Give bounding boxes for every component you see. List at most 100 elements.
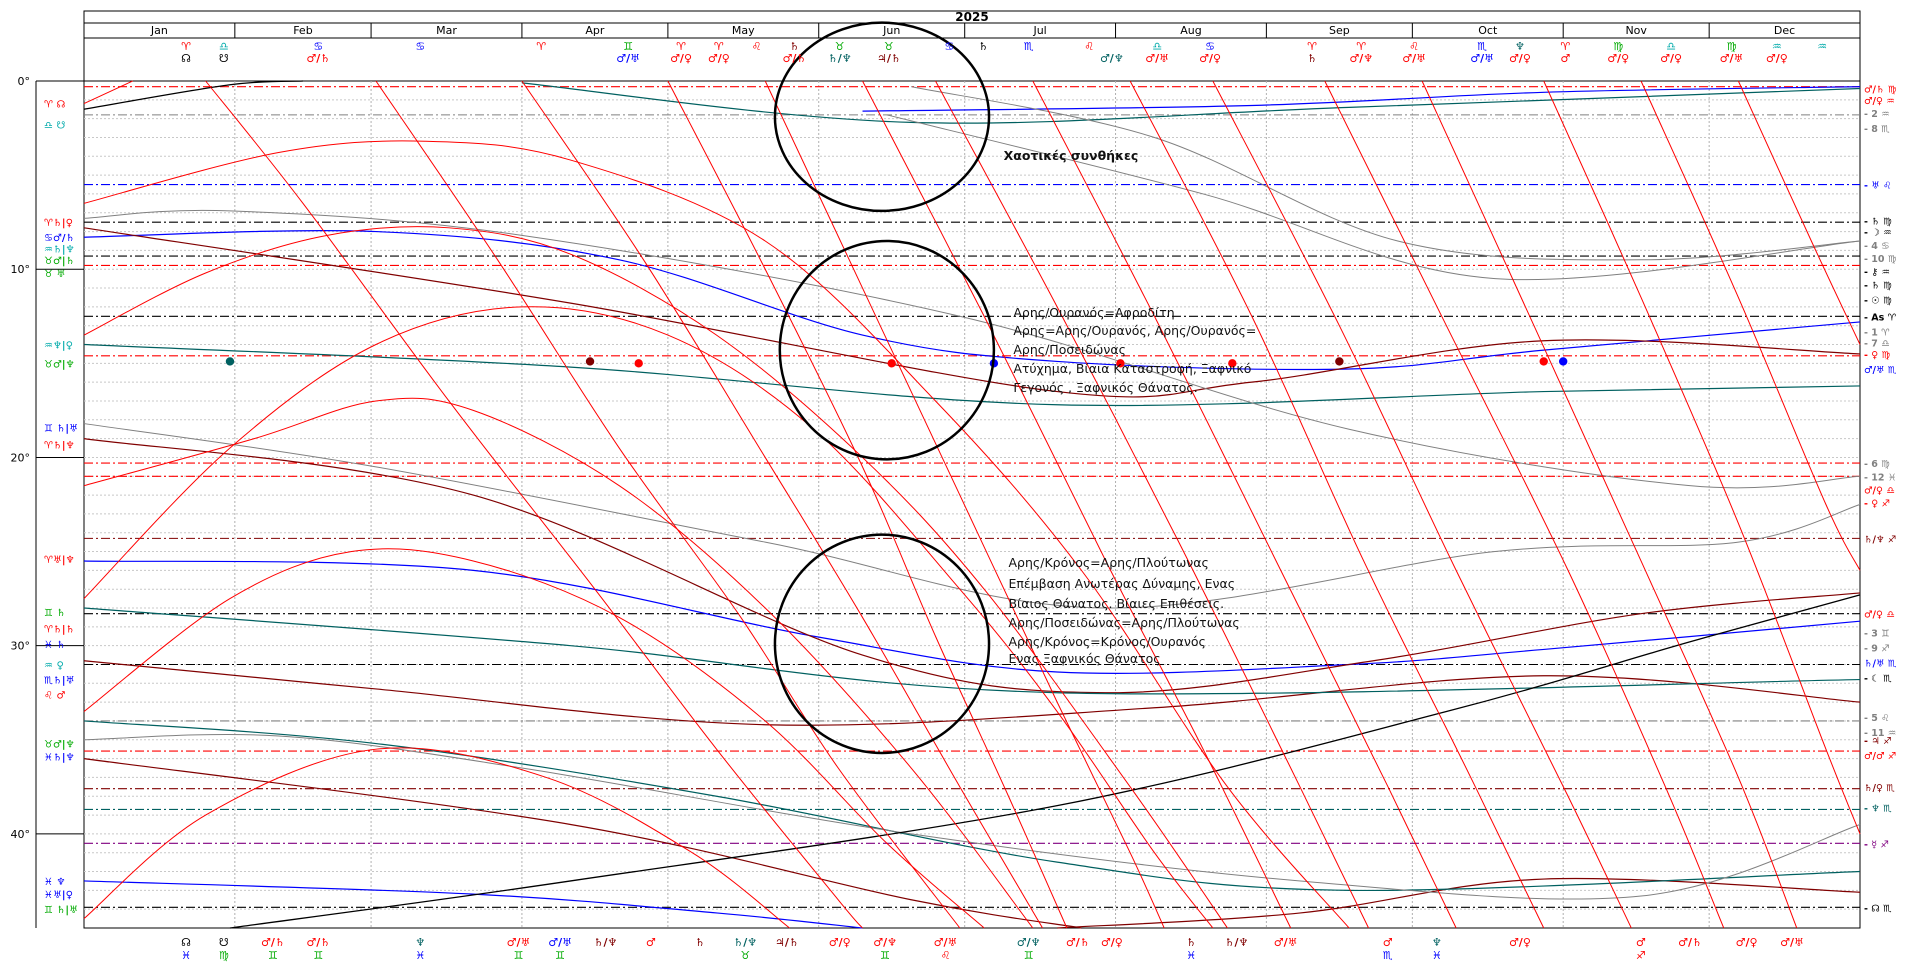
right-planet-label: - 4 ♋ [1864, 241, 1890, 252]
series-line [862, 86, 1861, 112]
month-label-feb: Feb [293, 24, 312, 37]
bottom-aspect-label: ♂/♅ [1274, 936, 1298, 949]
series-line [521, 82, 1861, 124]
bottom-aspect-label: ♊ [514, 949, 524, 962]
series-line [83, 880, 863, 929]
left-planet-label: ♈♄|♀ [44, 218, 73, 229]
left-planet-label: ♉♂|♆ [44, 359, 75, 370]
top-aspect-label: ♋ [415, 40, 425, 53]
left-planet-label: ♓♄|♆ [44, 753, 75, 764]
right-planet-label: - 5 ♌ [1864, 713, 1890, 724]
bottom-aspect-label: ♍ [219, 949, 229, 962]
bottom-aspect-label: ♃/♄ [775, 936, 799, 949]
right-planet-label: ♄/♀ ♏ [1864, 783, 1895, 794]
series-line [1737, 80, 1861, 345]
right-planet-label: - ☉ ♍ [1864, 295, 1892, 306]
series-line [83, 548, 985, 929]
month-label-mar: Mar [436, 24, 457, 37]
series-line [229, 594, 1861, 929]
top-aspect-label: ♎ [219, 40, 229, 53]
series-line [83, 734, 1861, 900]
right-planet-label: ♂/♀ ♒ [1864, 96, 1895, 107]
series-line [83, 438, 1861, 694]
top-aspect-label: ♂/♀ [1607, 52, 1629, 65]
right-planet-label: - 3 ♊ [1864, 628, 1890, 639]
y-tick-label: 40° [11, 828, 31, 841]
chart-annotation: Αρης=Αρης/Ουρανός, Αρης/Ουρανός= [1013, 323, 1257, 339]
right-planet-label: - ♀ ♐ [1864, 499, 1890, 510]
bottom-aspect-label: ♓ [1432, 949, 1442, 962]
top-aspect-label: ♎ [1666, 40, 1676, 53]
series-line [83, 230, 1861, 371]
top-aspect-label: ♂/♀ [708, 52, 730, 65]
series-line [83, 397, 1034, 929]
top-aspect-label: ♂/♅ [1720, 52, 1744, 65]
top-aspect-label: ♄ [978, 40, 988, 53]
left-planet-label: ♓ ♄ [44, 640, 65, 651]
top-aspect-label: ♋ [1205, 40, 1215, 53]
left-planet-label: ♉♂|♄ [44, 256, 75, 267]
right-planet-label: ♄/♆ ♐ [1864, 534, 1896, 545]
top-aspect-label: ♂/♅ [1402, 52, 1426, 65]
bottom-aspect-label: ♂/♄ [1066, 936, 1090, 949]
top-aspect-label: ♄ [1307, 52, 1317, 65]
bottom-aspect-label: ♂/♆ [873, 936, 897, 949]
bottom-aspect-label: ♄ [1186, 936, 1196, 949]
bottom-aspect-label: ♓ [415, 949, 425, 962]
right-planet-label: - 7 ♎ [1864, 339, 1890, 350]
bottom-aspect-label: ♄/♆ [594, 936, 618, 949]
top-aspect-label: ♂ [1560, 52, 1570, 65]
top-aspect-label: ♈ [536, 40, 546, 53]
event-dot [887, 359, 896, 368]
top-aspect-label: ♂/♀ [1766, 52, 1788, 65]
event-dot [1539, 357, 1548, 366]
right-planet-label: - 8 ♏ [1864, 124, 1890, 135]
left-planet-label: ♒♄|♆ [44, 245, 75, 256]
chart-annotation: Βίαιος Θάνατος. Βίαιες Επιθέσεις. [1008, 596, 1225, 612]
right-planet-label: ♂/♀ ♎ [1864, 610, 1895, 621]
left-planet-label: ♈♅|♆ [44, 555, 75, 566]
bottom-aspect-label: ♊ [1024, 949, 1034, 962]
top-aspect-label: ♍ [1727, 40, 1737, 53]
top-aspect-label: ♂/♄ [306, 52, 330, 65]
bottom-aspect-label: ♆ [1432, 936, 1442, 949]
bottom-aspect-label: ♏ [1383, 949, 1393, 962]
chart-annotation: Αρης/Ποσειδώνας=Αρης/Πλούτωνας [1008, 615, 1240, 631]
series-line [1324, 80, 1725, 929]
chart-annotation: Ενας Ξαφνικός Θάνατος [1008, 650, 1161, 666]
series-line [1421, 80, 1798, 929]
top-aspect-label: ♎ [1152, 40, 1162, 53]
top-aspect-label: ☋ [219, 52, 229, 65]
top-aspect-label: ♏ [1024, 40, 1034, 53]
month-label-oct: Oct [1478, 24, 1498, 37]
right-planet-label: - ☽ ♒ [1864, 228, 1892, 239]
series-line [83, 747, 790, 929]
right-planet-label: - 6 ♍ [1864, 459, 1890, 470]
chart-frame [35, 10, 1861, 929]
bottom-aspect-label: ♊ [880, 949, 890, 962]
right-planet-label: - ⚷ ♒ [1864, 267, 1890, 278]
bottom-aspect-label: ☊ [181, 936, 191, 949]
bottom-aspect-label: ♂/♅ [1780, 936, 1804, 949]
chart-annotation: Αρης/Κρόνος=Αρης/Πλούτωνας [1008, 554, 1209, 570]
bottom-aspect-label: ♂/♄ [306, 936, 330, 949]
month-label-nov: Nov [1625, 24, 1647, 37]
right-planet-label: - 11 ♒ [1864, 728, 1896, 739]
left-planet-label: ♋♂/♄ [44, 233, 75, 244]
top-aspect-label: ♂/♀ [670, 52, 692, 65]
top-aspect-label: ♈ [1307, 40, 1317, 53]
series-line [83, 720, 1861, 892]
series-line [911, 86, 1861, 261]
right-planet-label: - 10 ♍ [1864, 254, 1896, 265]
highlight-circle [773, 533, 991, 755]
month-label-jun: Jun [882, 24, 900, 37]
series-line [83, 80, 303, 110]
bottom-aspect-label: ♊ [555, 949, 565, 962]
series-line [1543, 80, 1861, 835]
chart-annotation: Αρης/Κρόνος=Κρόνος/Ουρανός [1008, 633, 1206, 649]
top-aspect-label: ♂/♆ [1100, 52, 1124, 65]
series-line [375, 80, 961, 929]
bottom-aspect-label: ♂/♆ [1017, 936, 1041, 949]
series-line [1129, 80, 1545, 929]
